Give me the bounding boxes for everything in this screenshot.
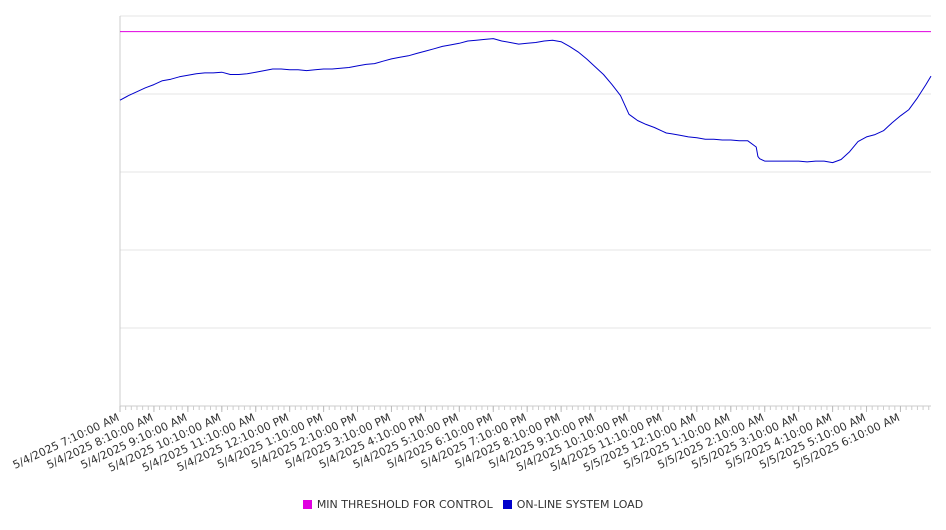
legend-label-threshold: MIN THRESHOLD FOR CONTROL [316,498,493,511]
legend-swatch-threshold [302,500,312,509]
series-line-system-load [119,38,932,164]
legend: MIN THRESHOLD FOR CONTROL ON-LINE SYSTEM… [0,498,946,511]
gridlines [120,15,931,329]
legend-swatch-system-load [502,500,512,509]
legend-label-system-load: ON-LINE SYSTEM LOAD [516,498,644,511]
legend-item-threshold[interactable]: MIN THRESHOLD FOR CONTROL [302,498,493,511]
axes [119,16,931,412]
legend-item-system-load[interactable]: ON-LINE SYSTEM LOAD [502,498,644,511]
series-lines [119,31,932,164]
x-tick-labels: 5/4/2025 7:10:00 AM5/4/2025 8:10:00 AM5/… [11,411,902,475]
